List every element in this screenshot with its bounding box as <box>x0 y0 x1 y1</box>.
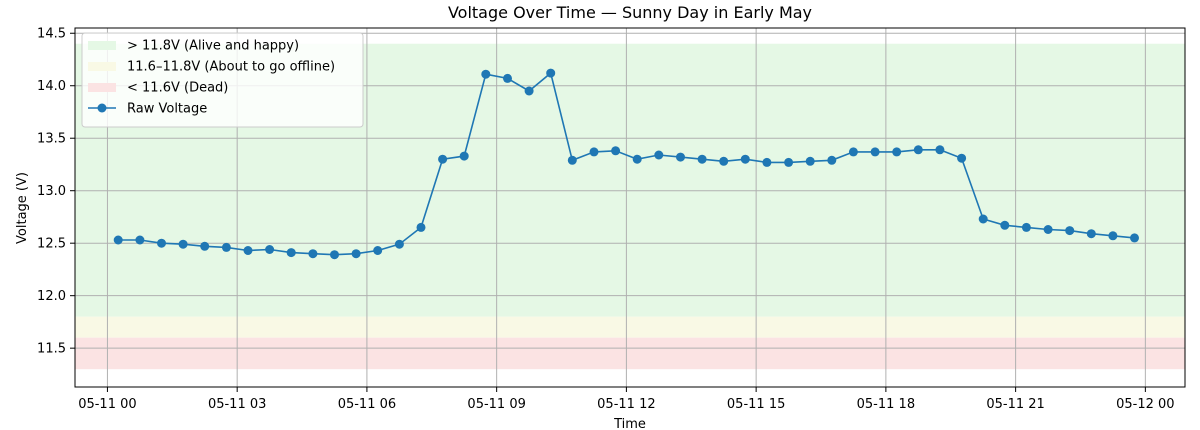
data-point <box>221 242 231 252</box>
legend-swatch <box>88 62 116 71</box>
data-point <box>567 155 577 165</box>
data-point <box>848 147 858 157</box>
plot-area-frame <box>74 27 1186 388</box>
data-point <box>935 145 945 155</box>
x-axis-ticks: 05-11 00 05-11 03 05-11 06 05-11 09 05-11 12… <box>78 387 1175 412</box>
data-point <box>827 155 837 165</box>
data-point <box>178 239 188 249</box>
data-point <box>892 147 902 157</box>
y-axis-ticks: 11.5 12.0 12.5 13.0 13.5 14.0 14.5 <box>37 27 75 357</box>
x-tick-label: 05-11 15 <box>727 397 785 412</box>
data-point <box>611 146 621 156</box>
data-point <box>265 245 275 254</box>
data-point <box>113 235 123 245</box>
y-tick-label: 13.5 <box>37 132 66 147</box>
data-point <box>740 154 750 164</box>
legend-label: Raw Voltage <box>127 102 207 117</box>
data-point <box>978 214 988 224</box>
y-tick-label: 11.5 <box>37 342 66 357</box>
data-point <box>762 157 772 167</box>
band-1 <box>75 316 1185 338</box>
x-tick-label: 05-11 03 <box>208 397 266 412</box>
data-point <box>481 69 491 79</box>
data-point <box>459 151 469 161</box>
band-2 <box>75 337 1185 370</box>
x-tick-label: 05-12 00 <box>1116 397 1174 412</box>
data-point <box>438 154 448 164</box>
data-point <box>632 154 642 164</box>
data-point <box>1130 233 1139 243</box>
data-point <box>394 239 404 249</box>
data-point <box>870 147 880 157</box>
y-axis-label: Voltage (V) <box>15 172 30 244</box>
data-point <box>157 238 166 248</box>
chart-title: Voltage Over Time — Sunny Day in Early M… <box>448 3 812 22</box>
data-point <box>957 153 967 163</box>
x-tick-label: 05-11 12 <box>597 397 655 412</box>
data-point <box>416 222 426 232</box>
data-point <box>676 152 685 162</box>
data-point <box>697 154 707 164</box>
data-point <box>200 241 210 251</box>
data-point <box>1108 231 1118 241</box>
legend-swatch <box>88 83 116 92</box>
data-point <box>524 86 534 96</box>
data-point <box>1021 222 1031 232</box>
y-tick-label: 13.0 <box>37 184 66 199</box>
legend-label: 11.6–11.8V (About to go offline) <box>127 60 335 75</box>
data-point <box>1065 226 1075 236</box>
data-point <box>1043 225 1053 234</box>
legend-box <box>81 32 364 128</box>
x-tick-label: 05-11 00 <box>78 397 136 412</box>
data-point <box>546 68 556 78</box>
x-tick-label: 05-11 09 <box>467 397 525 412</box>
data-point <box>351 249 361 259</box>
data-point <box>135 235 145 245</box>
y-tick-label: 14.5 <box>37 27 66 42</box>
data-point <box>373 246 383 255</box>
data-point <box>913 145 923 155</box>
data-point <box>1086 229 1096 239</box>
data-point <box>805 156 815 166</box>
series-layer <box>113 68 1139 260</box>
data-point <box>784 157 794 167</box>
x-axis-label: Time <box>613 417 646 430</box>
legend-label: < 11.6V (Dead) <box>127 81 228 96</box>
threshold-bands <box>75 43 1185 370</box>
data-point <box>654 150 664 160</box>
data-point <box>719 156 729 166</box>
legend: > 11.8V (Alive and happy) 11.6–11.8V (Abo… <box>81 32 364 128</box>
legend-point-marker <box>97 103 107 113</box>
y-tick-label: 14.0 <box>37 79 66 94</box>
data-point <box>286 248 296 258</box>
data-point <box>1000 220 1010 230</box>
data-point <box>589 147 599 157</box>
legend-swatch <box>88 41 116 50</box>
y-tick-label: 12.0 <box>37 289 66 304</box>
x-tick-label: 05-11 18 <box>857 397 915 412</box>
data-point <box>243 246 253 255</box>
y-tick-label: 12.5 <box>37 237 66 252</box>
x-tick-label: 05-11 21 <box>986 397 1044 412</box>
data-point <box>503 73 512 83</box>
data-point <box>330 250 339 260</box>
x-tick-label: 05-11 06 <box>338 397 396 412</box>
legend-label: > 11.8V (Alive and happy) <box>127 39 299 54</box>
data-point <box>308 249 318 259</box>
